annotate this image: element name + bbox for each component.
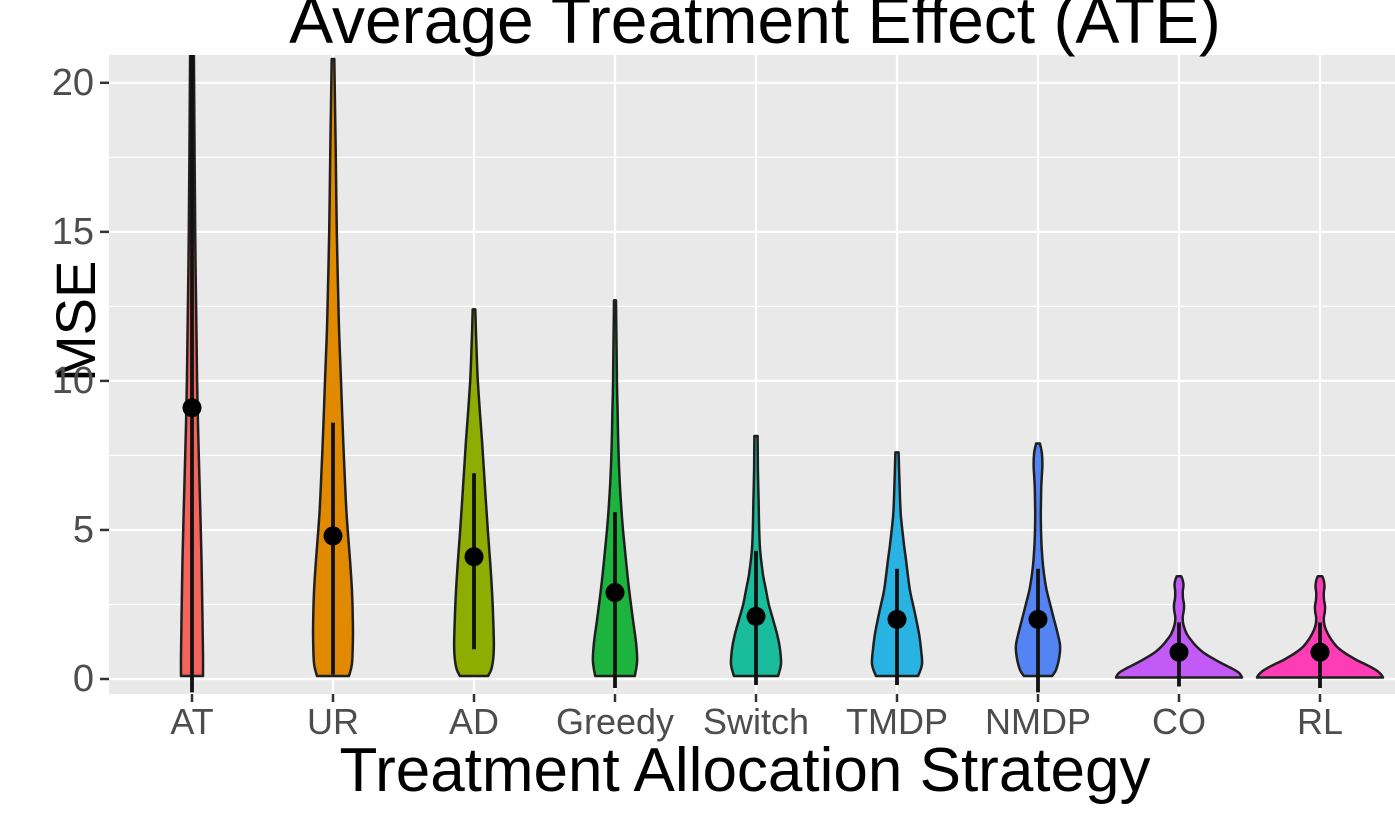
mean-dot-NMDP	[1028, 609, 1048, 629]
x-tick-label-RL: RL	[1296, 701, 1344, 742]
x-tick-label-Switch: Switch	[702, 701, 810, 742]
x-tick-label-NMDP: NMDP	[985, 701, 1091, 742]
x-axis-title: Treatment Allocation Strategy	[339, 736, 1151, 805]
y-tick-label-5: 5	[72, 508, 94, 551]
x-tick-label-AD: AD	[448, 701, 499, 742]
violins-group	[179, 55, 1385, 693]
chart-title: Average Treatment Effect (ATE)	[289, 0, 1221, 57]
mean-dot-AT	[182, 398, 202, 418]
x-tick-label-AT: AT	[170, 701, 214, 742]
y-tick-label-20: 20	[51, 61, 94, 104]
x-tick-label-CO: CO	[1152, 701, 1206, 742]
mean-dot-Switch	[746, 606, 766, 626]
violin-UR	[311, 57, 355, 678]
mean-dot-AD	[464, 547, 484, 567]
x-tick-label-Greedy: Greedy	[555, 701, 675, 742]
mean-dot-UR	[323, 526, 343, 546]
violin-TMDP	[870, 451, 924, 678]
x-tick-label-TMDP: TMDP	[846, 701, 948, 742]
mean-dot-Greedy	[605, 583, 625, 603]
y-tick-label-10: 10	[51, 359, 94, 402]
violin-Greedy	[591, 299, 639, 678]
mean-dot-TMDP	[887, 609, 907, 629]
y-tick-label-15: 15	[51, 210, 94, 253]
x-tick-label-UR: UR	[307, 701, 359, 742]
mean-dot-RL	[1310, 642, 1330, 662]
violin-NMDP	[1014, 442, 1062, 678]
mean-dot-CO	[1169, 642, 1189, 662]
y-tick-label-0: 0	[72, 658, 94, 700]
